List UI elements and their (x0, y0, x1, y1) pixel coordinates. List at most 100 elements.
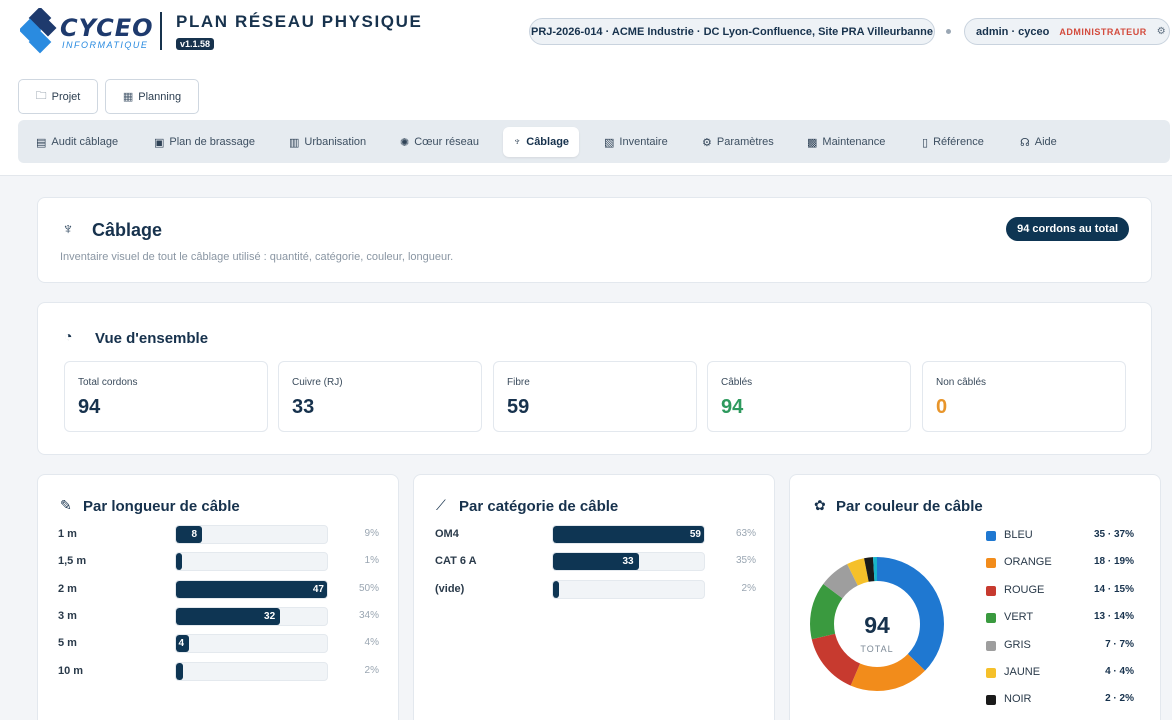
plug-icon: ♆ (513, 136, 522, 148)
bar-value-label: 8 (191, 529, 198, 540)
document-icon: ▯ (922, 136, 929, 149)
chart-icon: ◔ (64, 328, 73, 344)
tab-coeur-reseau[interactable]: ✺ Cœur réseau (390, 127, 489, 157)
legend-item: ROUGE 14 · 15% (986, 583, 1134, 599)
stat-card: Non câblés 0 (922, 361, 1126, 432)
tab-audit-cablage[interactable]: ▤ Audit câblage (26, 127, 128, 157)
legend-value: 13 · 14% (1093, 611, 1134, 623)
legend-swatch (986, 668, 996, 678)
ruler-icon: ✎ (60, 497, 72, 513)
length-distribution-card: ✎ Par longueur de câble 1 m 8 9% 1,5 m 1% 2 m… (37, 474, 399, 720)
bar-track: 4 (175, 634, 328, 654)
legend-item: JAUNE 4 · 4% (986, 665, 1134, 681)
bar-value-label: 33 (622, 556, 634, 568)
cyceo-logo[interactable]: CYCEO INFORMATIQUE (20, 8, 153, 54)
bar-value-label: 47 (312, 583, 324, 595)
legend-swatch (986, 640, 996, 651)
stat-label: Non câblés (936, 377, 987, 388)
stat-value: 59 (507, 396, 530, 418)
bar-row: 2 m 47 50% (58, 579, 387, 600)
bar-fill: 8 (176, 526, 203, 543)
bar-percent: 63% (735, 528, 756, 539)
tab-aide[interactable]: ☊ Aide (1010, 127, 1067, 157)
bar-percent: 2% (741, 582, 756, 594)
bar-track (175, 661, 328, 681)
bar-percent: 9% (364, 528, 379, 539)
bar-label: 5 m (58, 637, 77, 650)
app-title: PLAN RÉSEAU PHYSIQUE (176, 12, 423, 31)
stat-label: Cuivre (RJ) (292, 377, 343, 388)
legend-item: GRIS 7 · 7% (986, 638, 1134, 654)
page-title: Câblage (92, 220, 163, 240)
tab-urbanisation[interactable]: ▥ Urbanisation (279, 127, 376, 157)
stat-value: 0 (936, 396, 948, 418)
color-donut-chart: 94 TOTAL (810, 557, 944, 691)
bar-label: OM4 (435, 528, 459, 540)
donut-center-value: 94 (864, 612, 890, 638)
bar-fill: 47 (176, 580, 327, 598)
tab-label: Paramètres (716, 136, 774, 148)
bar-fill: 32 (176, 607, 281, 625)
main-tabs: ▤ Audit câblage ▣ Plan de brassage ▥ Urbani… (18, 120, 1170, 163)
bar-percent: 4% (364, 637, 379, 649)
bar-row: CAT 6 A 33 35% (435, 552, 764, 572)
legend-name: ORANGE (1004, 556, 1052, 569)
patch-icon: ▣ (154, 136, 165, 149)
bar-value-label: 4 (178, 638, 185, 650)
legend-value: 14 · 15% (1093, 583, 1134, 595)
donut-center-label: TOTAL (860, 644, 893, 654)
tab-plan-de-brassage[interactable]: ▣ Plan de brassage (144, 127, 265, 157)
legend-item: NOIR 2 · 2% (986, 692, 1134, 708)
bar-label: 1,5 m (58, 555, 87, 568)
user-settings-icon[interactable]: ⚙ (1156, 26, 1166, 37)
bar-percent: 1% (364, 555, 379, 567)
plug-icon: ♆ (62, 221, 74, 238)
bar-fill: 4 (176, 635, 190, 653)
legend-value: 4 · 4% (1105, 666, 1134, 677)
color-chart-title: Par couleur de câble (836, 498, 983, 515)
legend-swatch (986, 558, 996, 569)
legend-swatch (986, 613, 996, 624)
page-subtitle: Inventaire visuel de tout le câblage uti… (60, 251, 454, 263)
tab-label: Cœur réseau (414, 136, 480, 148)
tab-inventaire[interactable]: ▧ Inventaire (594, 127, 678, 157)
bar-track (175, 552, 328, 572)
separator-dot (946, 29, 951, 34)
bar-row: OM4 59 63% (435, 525, 764, 545)
legend-item: ORANGE 18 · 19% (986, 555, 1134, 571)
legend-value: 18 · 19% (1093, 556, 1134, 568)
planning-button[interactable]: ▦ Planning (105, 79, 199, 114)
category-distribution-card: ⟋ Par catégorie de câble OM4 59 63% CAT 6 A… (413, 474, 775, 720)
network-icon: ✺ (400, 136, 410, 149)
tab-parametres[interactable]: ⚙ Paramètres (692, 127, 784, 157)
stat-value: 94 (721, 396, 744, 418)
page-header-card: ♆ Câblage Inventaire visuel de tout le c… (37, 197, 1152, 283)
bar-track: 32 (175, 606, 328, 626)
bar-label: 2 m (58, 582, 77, 595)
donut-slice-vert[interactable] (810, 557, 944, 691)
gear-icon: ⚙ (702, 136, 712, 149)
legend-name: JAUNE (1004, 666, 1041, 678)
logo-divider (160, 12, 162, 50)
bar-track (552, 579, 705, 599)
bar-label: 1 m (58, 528, 77, 540)
legend-name: VERT (1004, 611, 1034, 624)
donut-slice-other[interactable] (810, 557, 944, 691)
bar-row: 5 m 4 4% (58, 634, 387, 654)
legend-swatch (986, 531, 996, 541)
tab-maintenance[interactable]: ▩ Maintenance (797, 127, 895, 157)
legend-value: 35 · 37% (1093, 529, 1134, 540)
bar-row: 1,5 m 1% (58, 552, 387, 572)
user-menu[interactable]: admin · cyceo ADMINISTRATEUR ⚙ (964, 18, 1170, 45)
projet-button[interactable]: 🗀 Projet (18, 79, 98, 114)
projet-button-label: Projet (51, 90, 81, 103)
color-distribution-card: ✿ Par couleur de câble 94 TOTAL BLEU 35 · … (789, 474, 1161, 720)
project-selector[interactable]: PRJ-2026-014 · ACME Industrie · DC Lyon-… (529, 18, 935, 45)
legend-name: ROUGE (1004, 583, 1045, 596)
stat-card: Cuivre (RJ) 33 (278, 361, 482, 432)
legend-name: NOIR (1004, 693, 1032, 706)
tab-cablage[interactable]: ♆ Câblage (503, 127, 580, 157)
donut-slice-orange[interactable] (810, 557, 944, 691)
legend-item: BLEU 35 · 37% (986, 528, 1134, 544)
tab-reference[interactable]: ▯ Référence (912, 127, 994, 157)
